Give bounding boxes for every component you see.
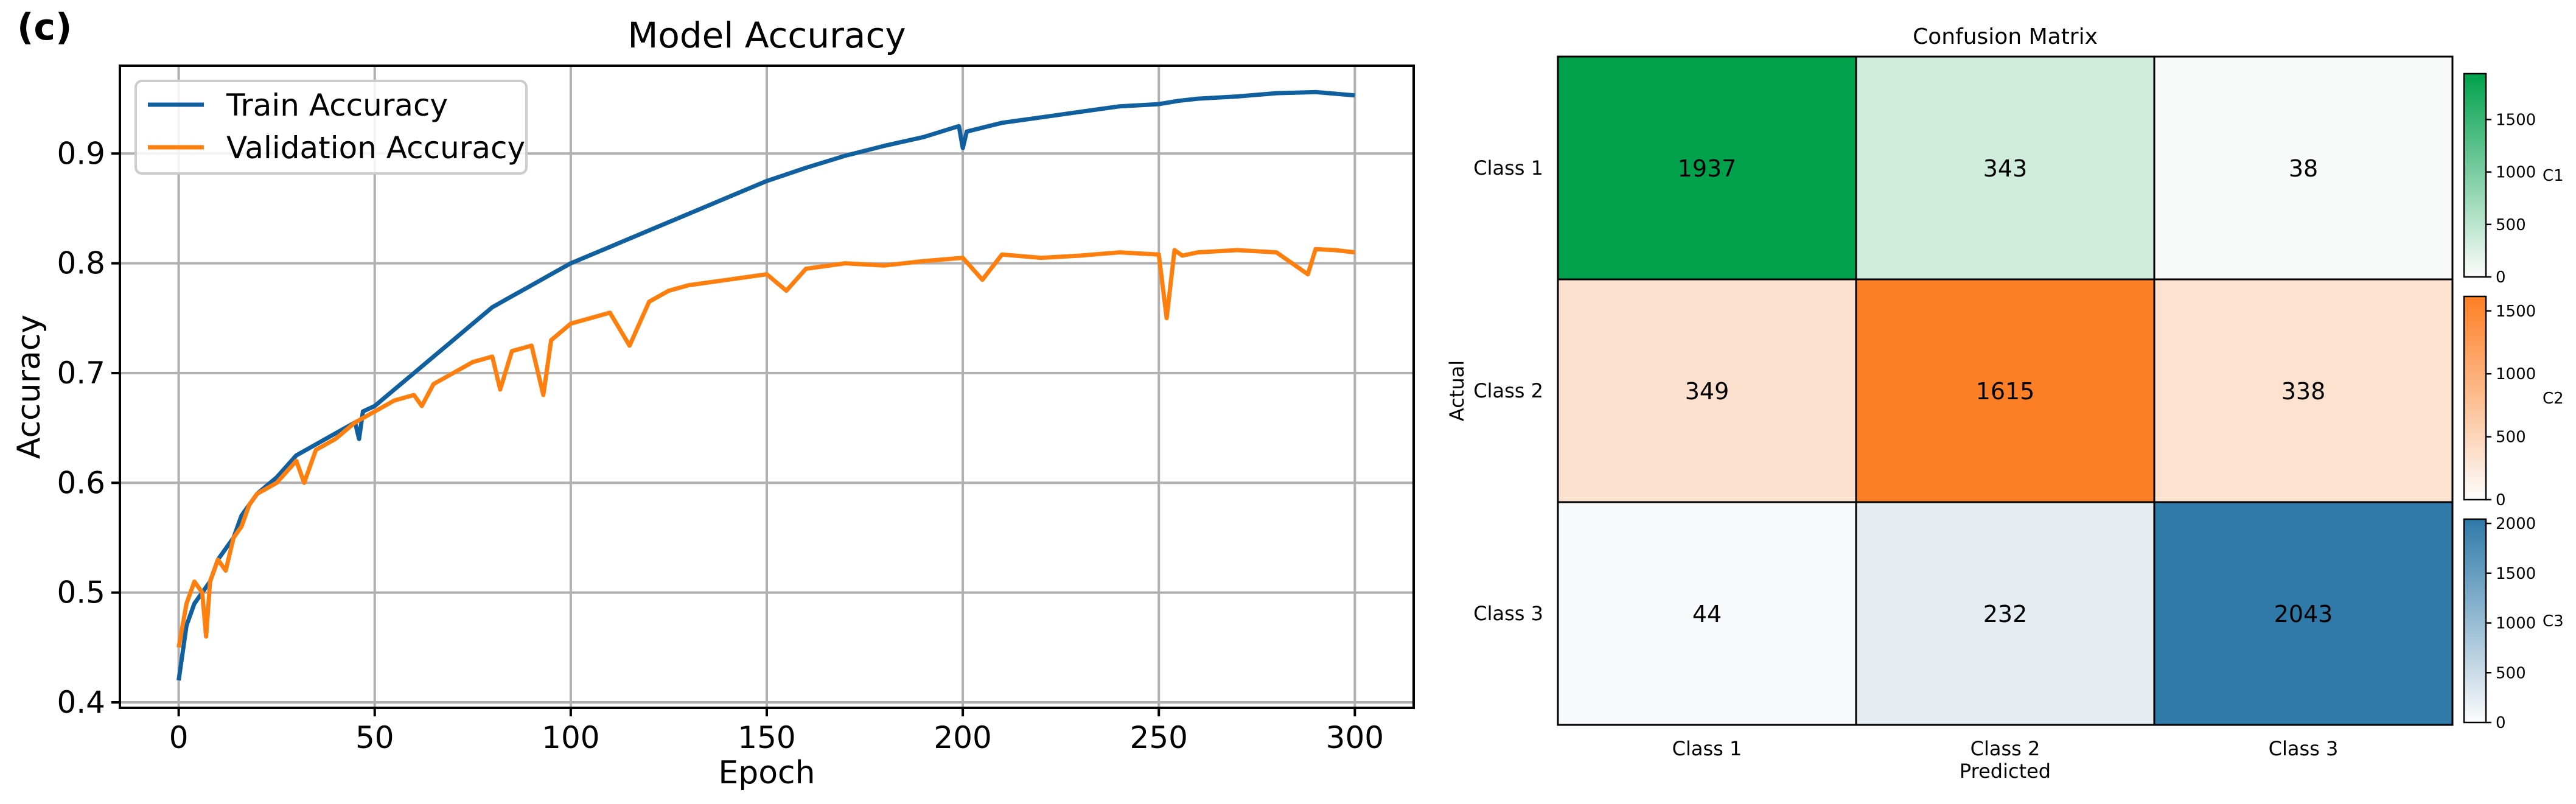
x-tick-label: 100 (542, 720, 599, 755)
heatmap-cell-value: 338 (2281, 378, 2326, 405)
panel-label: (c) (17, 6, 72, 49)
heatmap-cell (2153, 278, 2454, 503)
legend-box (134, 80, 528, 175)
colorbar-tick-label: 500 (2496, 664, 2526, 682)
legend-label: Train Accuracy (226, 88, 448, 123)
series-line-validation-accuracy (176, 246, 1355, 648)
heatmap-x-tick-label: Class 1 (1672, 737, 1742, 760)
heatmap-cell-value: 343 (1983, 155, 2028, 182)
y-tick-label: 0.8 (57, 246, 105, 281)
heatmap-cell (1855, 55, 2155, 281)
heatmap-y-tick-label: Class 1 (1473, 156, 1543, 180)
x-axis-label: Epoch (718, 755, 815, 791)
colorbar-label: C3 (2543, 612, 2564, 631)
y-tick-label: 0.6 (57, 465, 105, 500)
heatmap-cell-value: 232 (1983, 601, 2028, 627)
heatmap-cells: 1937 343 38 349 1615 338 44 232 2043 (1557, 55, 2454, 726)
heatmap-cell (2153, 501, 2454, 726)
colorbar-tick-label: 0 (2496, 714, 2506, 732)
x-tick-label: 300 (1326, 720, 1384, 755)
heatmap-y-tick-label: Class 3 (1473, 602, 1543, 625)
heatmap-cell (2153, 55, 2454, 281)
heatmap-x-tick-label: Class 3 (2269, 737, 2339, 760)
heatmap-cell-value: 38 (2289, 155, 2318, 182)
colorbar-label: C1 (2543, 167, 2564, 185)
heatmap-cell (1855, 278, 2155, 503)
heatmap-cell (1557, 501, 1857, 726)
heatmap-cell-value: 349 (1685, 378, 1730, 405)
legend-label: Validation Accuracy (226, 130, 525, 166)
y-tick-label: 0.7 (57, 355, 105, 391)
heatmap-cell-value: 1937 (1678, 155, 1737, 182)
heatmap-cell (1557, 278, 1857, 503)
y-tick-label: 0.5 (57, 575, 105, 610)
heatmap-x-axis-label: Predicted (1960, 760, 2051, 783)
colorbar-tick-label: 0 (2496, 491, 2506, 509)
x-tick-label: 50 (355, 720, 394, 755)
colorbar-tick-label: 1500 (2496, 111, 2536, 129)
colorbar-tick-label: 1000 (2496, 615, 2536, 633)
colorbar-tick-label: 1500 (2496, 302, 2536, 321)
colorbar-tick-label: 1500 (2496, 565, 2536, 583)
colorbar-tick-label: 2000 (2496, 515, 2536, 533)
x-tick-label: 200 (934, 720, 991, 755)
heatmap-y-axis-label: Actual (1445, 360, 1468, 421)
line-chart-title: Model Accuracy (627, 15, 906, 56)
colorbar-tick-label: 1000 (2496, 365, 2536, 383)
colorbar-tick-label: 500 (2496, 216, 2526, 234)
colorbar-label: C2 (2543, 390, 2564, 408)
heatmap-cell-value: 44 (1692, 601, 1722, 627)
x-tick-label: 250 (1130, 720, 1188, 755)
colorbar-tick-label: 0 (2496, 268, 2506, 287)
line-chart-grid (120, 66, 1414, 708)
heatmap-cell (1855, 501, 2155, 726)
y-axis-label: Accuracy (11, 315, 47, 459)
colorbar-c1 (2463, 72, 2487, 278)
colorbar-c2 (2463, 295, 2487, 501)
colorbar-tick-label: 1000 (2496, 164, 2536, 182)
heatmap-x-tick-label: Class 2 (1970, 737, 2040, 760)
y-tick-label: 0.4 (57, 685, 105, 720)
heatmap-y-tick-label: Class 2 (1473, 379, 1543, 402)
y-tick-label: 0.9 (57, 136, 105, 171)
colorbar-tick-label: 500 (2496, 428, 2526, 447)
x-tick-label: 0 (169, 720, 189, 755)
heatmap-cell-value: 1615 (1976, 378, 2035, 405)
x-tick-label: 150 (738, 720, 795, 755)
heatmap-cell (1557, 55, 1857, 281)
legend: Train Accuracy Validation Accuracy (134, 80, 528, 175)
heatmap-cell-value: 2043 (2274, 601, 2333, 627)
heatmap-title: Confusion Matrix (1913, 24, 2098, 49)
colorbar-c3 (2463, 518, 2487, 724)
